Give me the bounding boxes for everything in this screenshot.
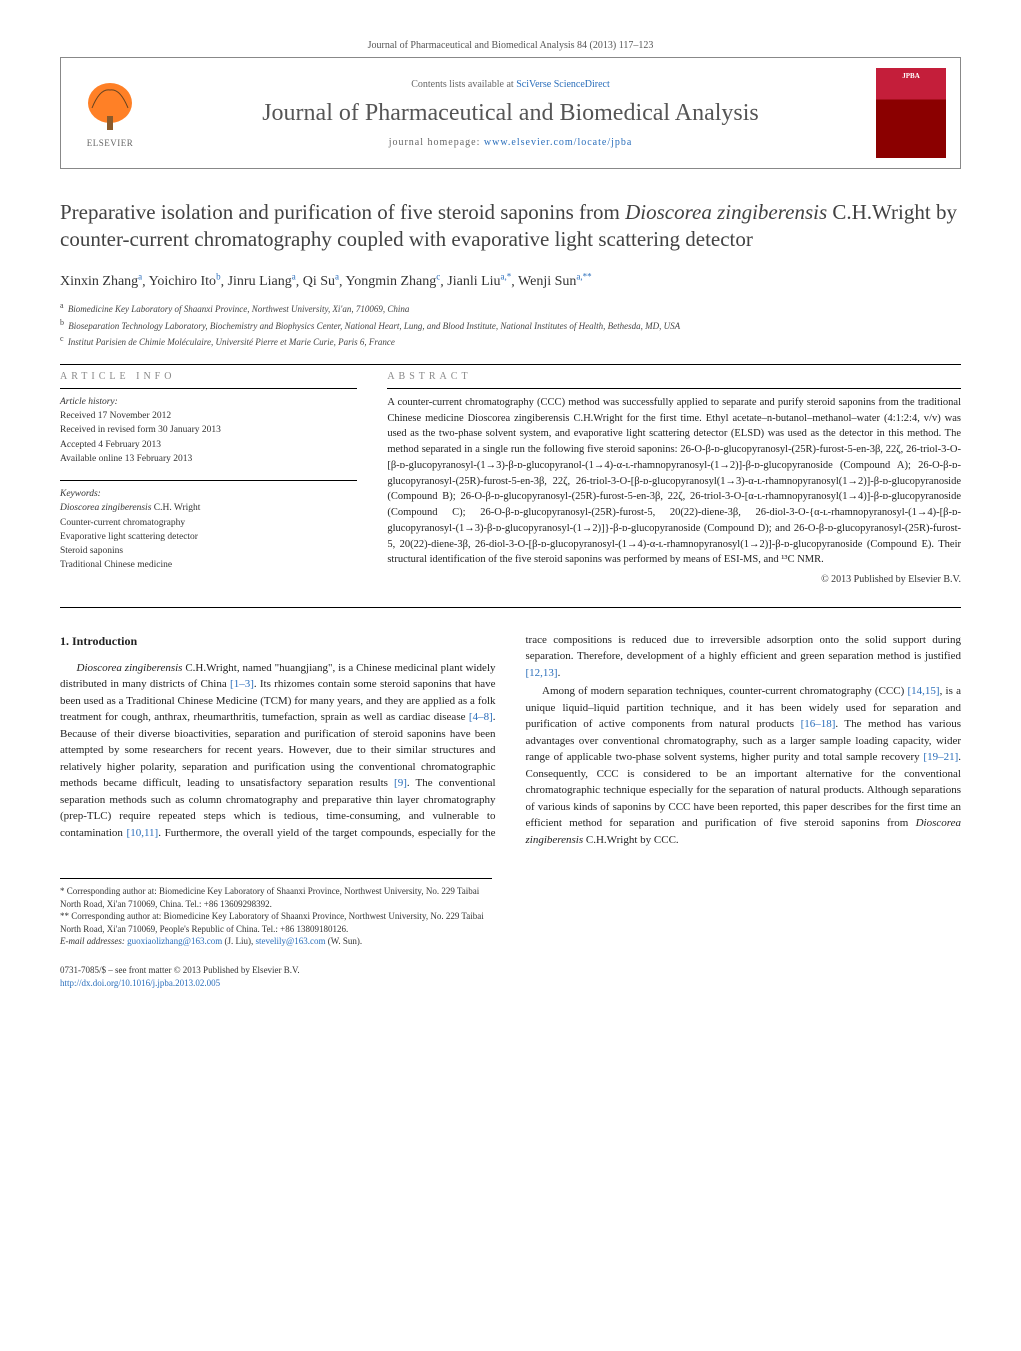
email-1-who: (J. Liu), [222, 936, 255, 946]
homepage-prefix: journal homepage: [389, 137, 484, 148]
footnote-1: * Corresponding author at: Biomedicine K… [60, 885, 492, 910]
ref-link-1-3[interactable]: [1–3] [230, 678, 254, 690]
footnote-2: ** Corresponding author at: Biomedicine … [60, 910, 492, 935]
journal-header-box: ELSEVIER Contents lists available at Sci… [60, 57, 961, 169]
author: Qi Sua [303, 274, 339, 289]
affiliation: c Institut Parisien de Chimie Moléculair… [60, 333, 961, 350]
email-2-who: (W. Sun). [325, 936, 362, 946]
author: Yongmin Zhangc [346, 274, 441, 289]
keyword: Dioscorea zingiberensis C.H. Wright [60, 501, 357, 515]
author: Jinru Lianga [228, 274, 296, 289]
contents-prefix: Contents lists available at [411, 79, 516, 90]
section-rule-bottom [60, 607, 961, 608]
intro-paragraph-2: Among of modern separation techniques, c… [526, 683, 962, 848]
elsevier-logo: ELSEVIER [75, 73, 145, 153]
abstract-column: ABSTRACT A counter-current chromatograph… [387, 371, 961, 587]
journal-cover-label: JPBA [902, 72, 920, 80]
history-line: Accepted 4 February 2013 [60, 438, 357, 452]
author: Yoichiro Itob [149, 274, 221, 289]
author: Jianli Liua,* [447, 274, 511, 289]
footnote-1-text: Corresponding author at: Biomedicine Key… [60, 886, 479, 909]
journal-name: Journal of Pharmaceutical and Biomedical… [161, 100, 860, 127]
article-title: Preparative isolation and purification o… [60, 199, 961, 254]
ref-link-10-11[interactable]: [10,11] [127, 827, 159, 839]
article-info-label: ARTICLE INFO [60, 371, 357, 382]
info-rule-1 [60, 388, 357, 389]
history-line: Received in revised form 30 January 2013 [60, 423, 357, 437]
title-part-1: Preparative isolation and purification o… [60, 200, 625, 224]
history-line: Received 17 November 2012 [60, 409, 357, 423]
keyword: Steroid saponins [60, 544, 357, 558]
affiliation-list: a Biomedicine Key Laboratory of Shaanxi … [60, 300, 961, 350]
info-abstract-row: ARTICLE INFO Article history: Received 1… [60, 371, 961, 587]
contents-available-line: Contents lists available at SciVerse Sci… [161, 79, 860, 90]
keyword: Evaporative light scattering detector [60, 530, 357, 544]
corresponding-author-footnotes: * Corresponding author at: Biomedicine K… [60, 878, 492, 948]
abstract-label: ABSTRACT [387, 371, 961, 382]
author: Wenji Suna,** [518, 274, 592, 289]
ref-link-16-18[interactable]: [16–18] [801, 718, 836, 730]
issn-line: 0731-7085/$ – see front matter © 2013 Pu… [60, 964, 961, 977]
author-list: Xinxin Zhanga, Yoichiro Itob, Jinru Lian… [60, 272, 961, 291]
abstract-text: A counter-current chromatography (CCC) m… [387, 395, 961, 568]
abstract-rule [387, 388, 961, 389]
email-link-2[interactable]: stevelily@163.com [255, 936, 325, 946]
footer-bar: 0731-7085/$ – see front matter © 2013 Pu… [60, 964, 961, 989]
info-rule-2 [60, 480, 357, 481]
title-part-species: Dioscorea zingiberensis [625, 200, 827, 224]
sciencedirect-link[interactable]: SciVerse ScienceDirect [516, 79, 610, 90]
email-link-1[interactable]: guoxiaolizhang@163.com [127, 936, 222, 946]
affiliation: a Biomedicine Key Laboratory of Shaanxi … [60, 300, 961, 317]
intro-p1-g: . [558, 667, 561, 679]
journal-cover-thumbnail: JPBA [876, 68, 946, 158]
keywords-label: Keywords: [60, 487, 357, 501]
elsevier-tree-icon [80, 78, 140, 138]
author: Xinxin Zhanga [60, 274, 142, 289]
keywords-block: Keywords: Dioscorea zingiberensis C.H. W… [60, 487, 357, 573]
ref-link-9[interactable]: [9] [394, 777, 407, 789]
article-history-block: Article history: Received 17 November 20… [60, 395, 357, 466]
body-two-columns: 1. Introduction Dioscorea zingiberensis … [60, 632, 961, 849]
affiliation: b Bioseparation Technology Laboratory, B… [60, 317, 961, 334]
journal-homepage-line: journal homepage: www.elsevier.com/locat… [161, 137, 860, 148]
journal-homepage-link[interactable]: www.elsevier.com/locate/jpba [484, 137, 632, 148]
footnote-emails: E-mail addresses: guoxiaolizhang@163.com… [60, 935, 492, 948]
history-line: Available online 13 February 2013 [60, 452, 357, 466]
abstract-copyright: © 2013 Published by Elsevier B.V. [387, 574, 961, 585]
footnote-2-mark: ** [60, 911, 69, 921]
ref-link-4-8[interactable]: [4–8] [469, 711, 493, 723]
ref-link-12-13[interactable]: [12,13] [526, 667, 558, 679]
ref-link-14-15[interactable]: [14,15] [908, 685, 940, 697]
keyword: Counter-current chromatography [60, 516, 357, 530]
ref-link-19-21[interactable]: [19–21] [923, 751, 958, 763]
header-center: Contents lists available at SciVerse Sci… [161, 79, 860, 148]
intro-heading: 1. Introduction [60, 632, 496, 650]
history-label: Article history: [60, 395, 357, 409]
email-label: E-mail addresses: [60, 936, 127, 946]
journal-header-citation: Journal of Pharmaceutical and Biomedical… [60, 40, 961, 51]
intro-p2-f: C.H.Wright by CCC. [583, 834, 679, 846]
doi-link[interactable]: http://dx.doi.org/10.1016/j.jpba.2013.02… [60, 978, 220, 988]
intro-p2-a: Among of modern separation techniques, c… [542, 685, 908, 697]
elsevier-logo-text: ELSEVIER [87, 138, 134, 148]
article-info-column: ARTICLE INFO Article history: Received 1… [60, 371, 357, 587]
keyword: Traditional Chinese medicine [60, 558, 357, 572]
intro-p1-species: Dioscorea zingiberensis [77, 662, 183, 674]
footnote-2-text: Corresponding author at: Biomedicine Key… [60, 911, 484, 934]
section-rule-top [60, 364, 961, 365]
body-section: 1. Introduction Dioscorea zingiberensis … [60, 632, 961, 849]
